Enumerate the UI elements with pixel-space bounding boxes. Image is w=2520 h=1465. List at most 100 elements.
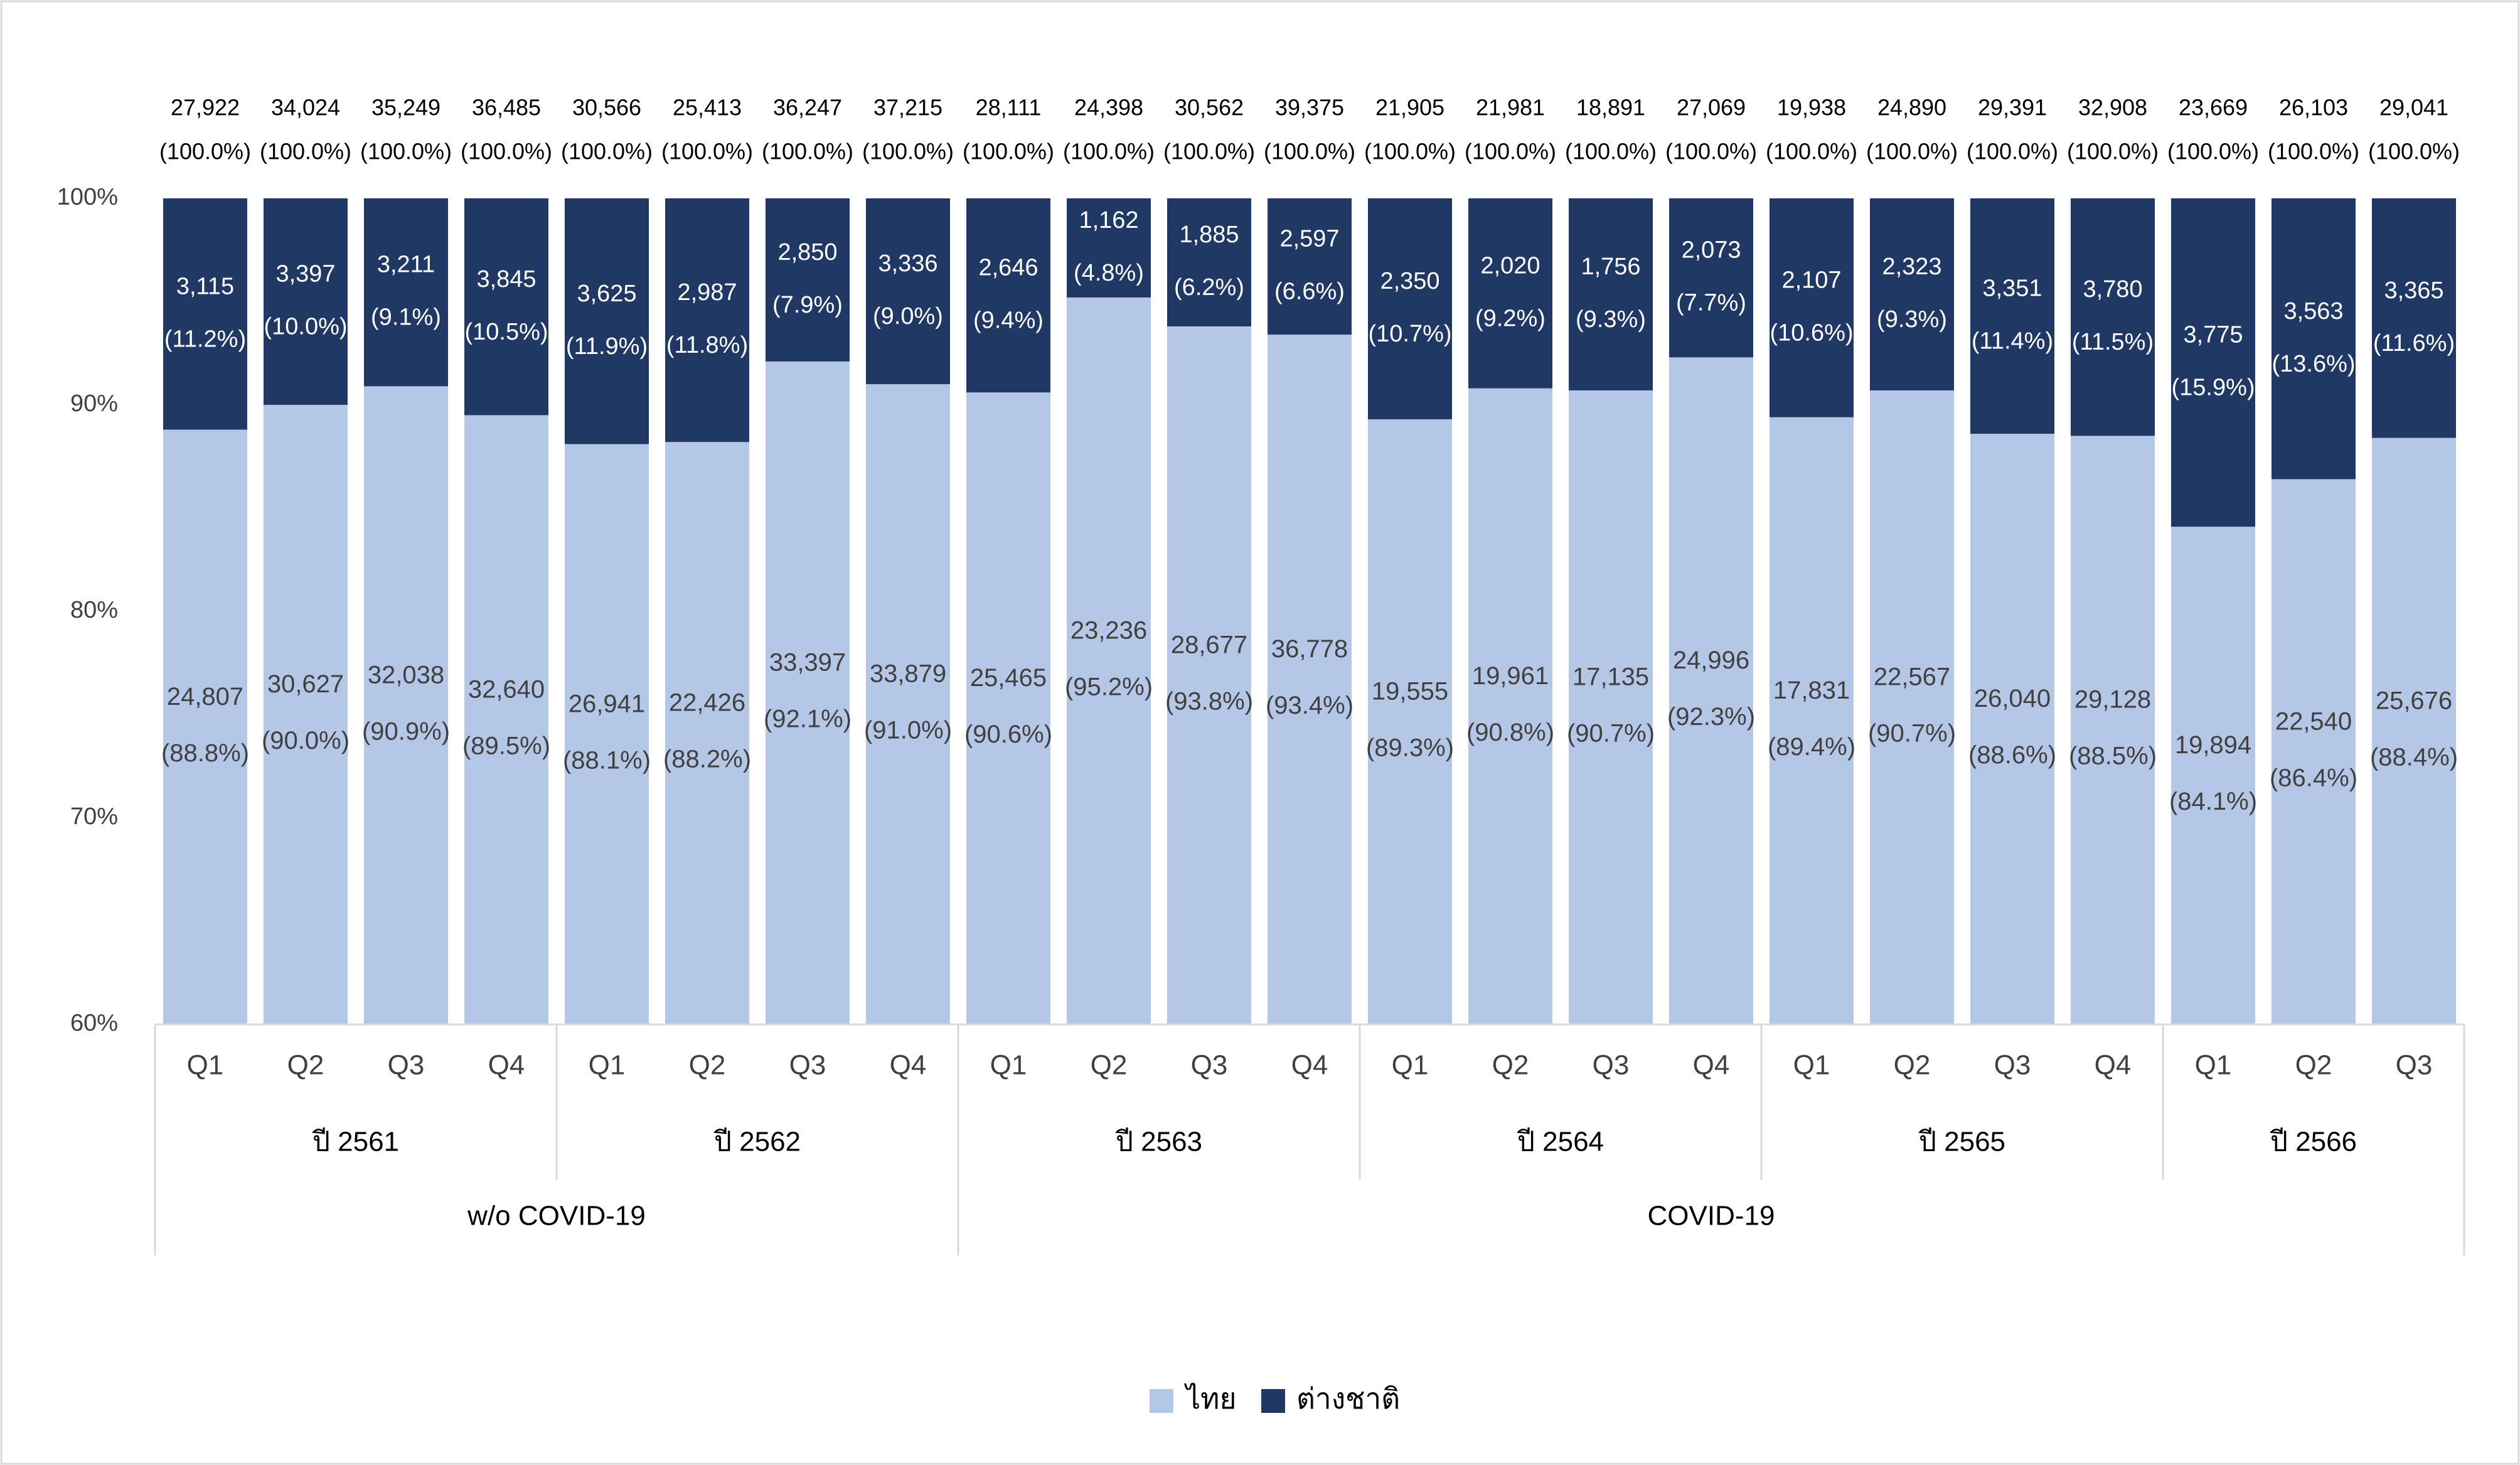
bar-segment-foreign	[1669, 198, 1753, 358]
total-value-label: 34,024	[271, 95, 340, 121]
data-label-foreign-value: 3,211	[377, 252, 435, 278]
bar-segment-thai	[364, 386, 448, 1024]
bar-segment-thai	[766, 361, 850, 1025]
data-label-thai-value: 33,397	[769, 649, 846, 677]
data-label-foreign-percent: (9.4%)	[973, 308, 1044, 334]
data-label-thai-percent: (93.8%)	[1165, 688, 1253, 716]
bar-segment-foreign	[766, 198, 850, 362]
total-value-label: 30,566	[572, 95, 641, 121]
data-label-foreign-value: 3,780	[2083, 276, 2142, 303]
total-value-label: 27,069	[1677, 95, 1746, 121]
data-label-thai-percent: (90.9%)	[362, 717, 450, 745]
bar-segment-foreign	[2171, 198, 2255, 527]
total-value-label: 24,398	[1074, 95, 1143, 121]
data-label-foreign-percent: (4.8%)	[1074, 260, 1144, 286]
x-tick-label: Q4	[488, 1050, 525, 1081]
total-percent-label: (100.0%)	[561, 139, 653, 164]
data-label-thai-value: 30,627	[267, 670, 344, 698]
total-percent-label: (100.0%)	[1967, 139, 2058, 164]
x-tick-label: Q3	[789, 1050, 826, 1081]
data-label-thai-value: 32,038	[368, 661, 444, 689]
total-percent-label: (100.0%)	[963, 139, 1054, 164]
year-label: ปี 2565	[1918, 1127, 2005, 1157]
total-value-label: 35,249	[371, 95, 440, 121]
total-percent-label: (100.0%)	[2368, 139, 2460, 164]
bar-segment-thai	[1067, 297, 1151, 1024]
data-label-thai-value: 24,996	[1673, 647, 1749, 674]
data-label-foreign-percent: (6.2%)	[1174, 274, 1244, 301]
data-label-thai-percent: (93.4%)	[1266, 692, 1353, 719]
total-percent-label: (100.0%)	[1163, 139, 1255, 164]
data-label-thai-percent: (95.2%)	[1065, 673, 1153, 701]
x-tick-label: Q2	[1492, 1050, 1529, 1081]
total-value-label: 28,111	[976, 95, 1042, 121]
bar-segment-foreign	[665, 198, 749, 443]
period-label: COVID-19	[1648, 1201, 1775, 1232]
data-label-thai-value: 22,540	[2275, 707, 2352, 735]
year-label: ปี 2562	[713, 1127, 801, 1157]
x-tick-label: Q1	[990, 1050, 1027, 1081]
data-label-foreign-percent: (9.3%)	[1576, 306, 1646, 333]
total-value-label: 30,562	[1175, 95, 1244, 121]
data-label-foreign-percent: (15.9%)	[2171, 375, 2255, 401]
bars	[163, 198, 2456, 1025]
x-tick-label: Q4	[1693, 1050, 1730, 1081]
bar-segment-thai	[565, 444, 649, 1024]
x-tick-label: Q4	[890, 1050, 927, 1081]
data-labels: 24,807 (88.8%) 3,115 (11.2%) 30,627 (90.0%) 3,…	[161, 207, 2458, 815]
data-label-foreign-value: 3,397	[275, 261, 335, 287]
bar-segment-thai	[1167, 326, 1251, 1024]
data-label-thai-percent: (90.7%)	[1567, 720, 1655, 748]
x-tick-label: Q3	[2396, 1050, 2433, 1081]
y-tick-label: 60%	[70, 1010, 118, 1036]
data-label-thai-value: 25,465	[970, 664, 1047, 692]
data-label-thai-percent: (88.2%)	[663, 746, 751, 773]
bar-segment-foreign	[1770, 198, 1854, 417]
total-value-label: 18,891	[1576, 95, 1645, 121]
data-label-thai-value: 19,555	[1372, 678, 1448, 706]
data-label-thai-value: 23,236	[1070, 617, 1147, 645]
data-label-thai-percent: (88.5%)	[2069, 743, 2157, 770]
total-value-label: 37,215	[873, 95, 942, 121]
bar-segment-thai	[2272, 479, 2356, 1024]
total-value-label: 19,938	[1777, 95, 1846, 121]
data-label-foreign-percent: (10.7%)	[1368, 321, 1451, 347]
bar-segment-thai	[1970, 434, 2054, 1024]
x-tick-label: Q2	[1091, 1050, 1128, 1081]
bar-segment-foreign	[364, 198, 448, 387]
data-label-foreign-percent: (11.6%)	[2373, 330, 2455, 357]
bar-segment-foreign	[264, 198, 348, 405]
legend-swatch-thai	[1150, 1389, 1173, 1413]
bar-segment-thai	[264, 405, 348, 1024]
data-label-thai-value: 17,135	[1572, 663, 1649, 691]
bar-segment-thai	[2071, 436, 2155, 1024]
data-label-foreign-value: 3,625	[577, 281, 636, 307]
total-value-label: 23,669	[2179, 95, 2248, 121]
data-label-foreign-percent: (10.6%)	[1770, 319, 1853, 346]
total-percent-label: (100.0%)	[1565, 139, 1657, 164]
bar-segment-thai	[665, 442, 749, 1024]
data-label-thai-value: 28,677	[1171, 631, 1247, 659]
data-label-foreign-value: 3,563	[2283, 298, 2343, 325]
data-label-foreign-percent: (9.1%)	[371, 304, 441, 331]
data-label-thai-value: 36,778	[1271, 635, 1348, 663]
data-label-thai-percent: (89.5%)	[462, 732, 550, 759]
bar-segment-thai	[2171, 527, 2255, 1024]
data-label-thai-percent: (89.4%)	[1768, 733, 1855, 761]
bar-segment-thai	[2372, 437, 2456, 1024]
data-label-foreign-percent: (11.2%)	[164, 326, 246, 352]
data-label-foreign-value: 2,850	[777, 239, 837, 266]
x-tick-label: Q1	[589, 1050, 626, 1081]
year-label: ปี 2561	[312, 1127, 399, 1157]
bar-segment-thai	[866, 384, 950, 1024]
year-label: ปี 2564	[1517, 1127, 1604, 1157]
total-percent-label: (100.0%)	[2067, 139, 2159, 164]
data-label-thai-value: 26,941	[569, 690, 645, 717]
bar-segment-foreign	[866, 198, 950, 385]
data-label-thai-percent: (90.8%)	[1466, 719, 1554, 746]
total-percent-label: (100.0%)	[1866, 139, 1958, 164]
data-label-thai-percent: (90.7%)	[1868, 720, 1956, 748]
data-label-foreign-value: 3,845	[476, 266, 536, 292]
data-label-foreign-value: 3,775	[2183, 322, 2243, 348]
